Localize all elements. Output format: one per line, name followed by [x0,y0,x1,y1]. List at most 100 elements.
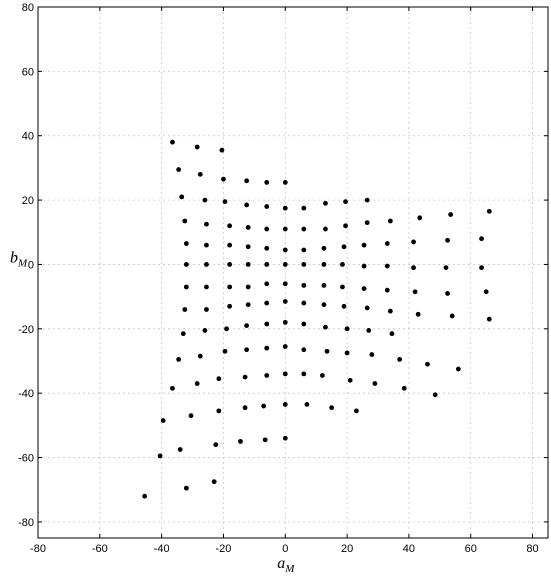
data-point [323,324,328,330]
data-point [361,286,367,291]
data-point [160,418,166,423]
data-point [417,215,423,221]
data-point [264,245,270,251]
data-point [384,241,390,246]
data-point [448,212,454,217]
data-point [282,344,288,349]
data-point [238,439,243,444]
data-point [176,167,182,172]
data-point [264,300,270,306]
x-tick-label: -60 [92,543,108,555]
data-point [180,331,186,337]
x-tick-label: 20 [341,543,353,555]
data-point [219,147,225,153]
data-point [245,225,251,230]
y-tick-label: 0 [28,259,34,271]
data-point [282,319,288,325]
data-point [242,374,248,380]
y-tick-label: -80 [18,517,34,529]
grid [37,6,548,538]
y-axis-label-sub: M [17,257,28,269]
data-point [245,284,251,290]
data-point [227,223,233,229]
data-point [244,323,250,328]
data-point [242,405,248,411]
data-point [202,328,208,333]
data-point [282,402,288,407]
data-point [179,194,185,200]
data-point [340,262,345,267]
data-point [282,179,288,185]
data-point [211,479,217,485]
data-point [364,305,370,311]
data-point [183,241,189,246]
x-tick-label: 0 [282,543,288,555]
data-point [204,262,209,267]
data-point [244,347,250,353]
data-point [340,284,345,290]
x-axis-label: aM [277,555,295,575]
data-point [216,408,222,414]
data-point [364,197,370,203]
data-point [197,353,203,359]
x-tick-label: 80 [526,543,538,555]
data-point [364,220,370,226]
data-points [142,139,492,499]
data-point [282,262,288,267]
axis-ticks [37,6,548,538]
data-point [282,299,288,304]
data-point [301,371,307,377]
x-tick-label: 60 [465,543,477,555]
data-point [204,221,209,227]
data-point [412,289,418,295]
data-point [204,284,209,290]
data-point [222,199,228,205]
data-point [227,262,233,267]
data-point [301,347,307,353]
data-point [194,381,200,386]
data-point [479,236,484,242]
data-point [443,265,449,271]
data-point [301,226,307,232]
data-point [301,300,307,306]
data-point [415,311,421,317]
data-point [183,485,189,491]
data-point [224,326,229,332]
data-point [213,442,219,448]
data-point [227,284,233,290]
data-point [204,242,209,248]
data-point [384,263,390,269]
data-point [343,199,348,205]
data-point [261,403,267,409]
data-point [221,176,226,182]
data-point [321,245,327,251]
data-point [411,265,416,271]
data-point [264,204,270,209]
data-point [369,352,375,357]
data-point [176,356,182,362]
data-point [323,200,328,206]
data-point [486,316,492,322]
data-point [401,385,407,391]
data-point [202,197,208,203]
data-point [177,447,183,452]
data-point [142,493,148,499]
data-point [361,263,367,269]
data-point [244,202,250,208]
y-tick-label: 60 [22,66,34,78]
data-point [486,208,492,214]
data-point [323,226,328,232]
data-point [182,307,188,312]
data-point [264,281,270,287]
data-point [324,348,330,354]
data-point [264,321,270,327]
data-point [282,281,288,287]
data-point [372,381,378,386]
data-point [264,226,270,232]
data-point [329,405,335,411]
data-point [321,282,327,288]
data-point [197,171,203,177]
data-point [262,437,268,443]
data-point [282,247,288,253]
